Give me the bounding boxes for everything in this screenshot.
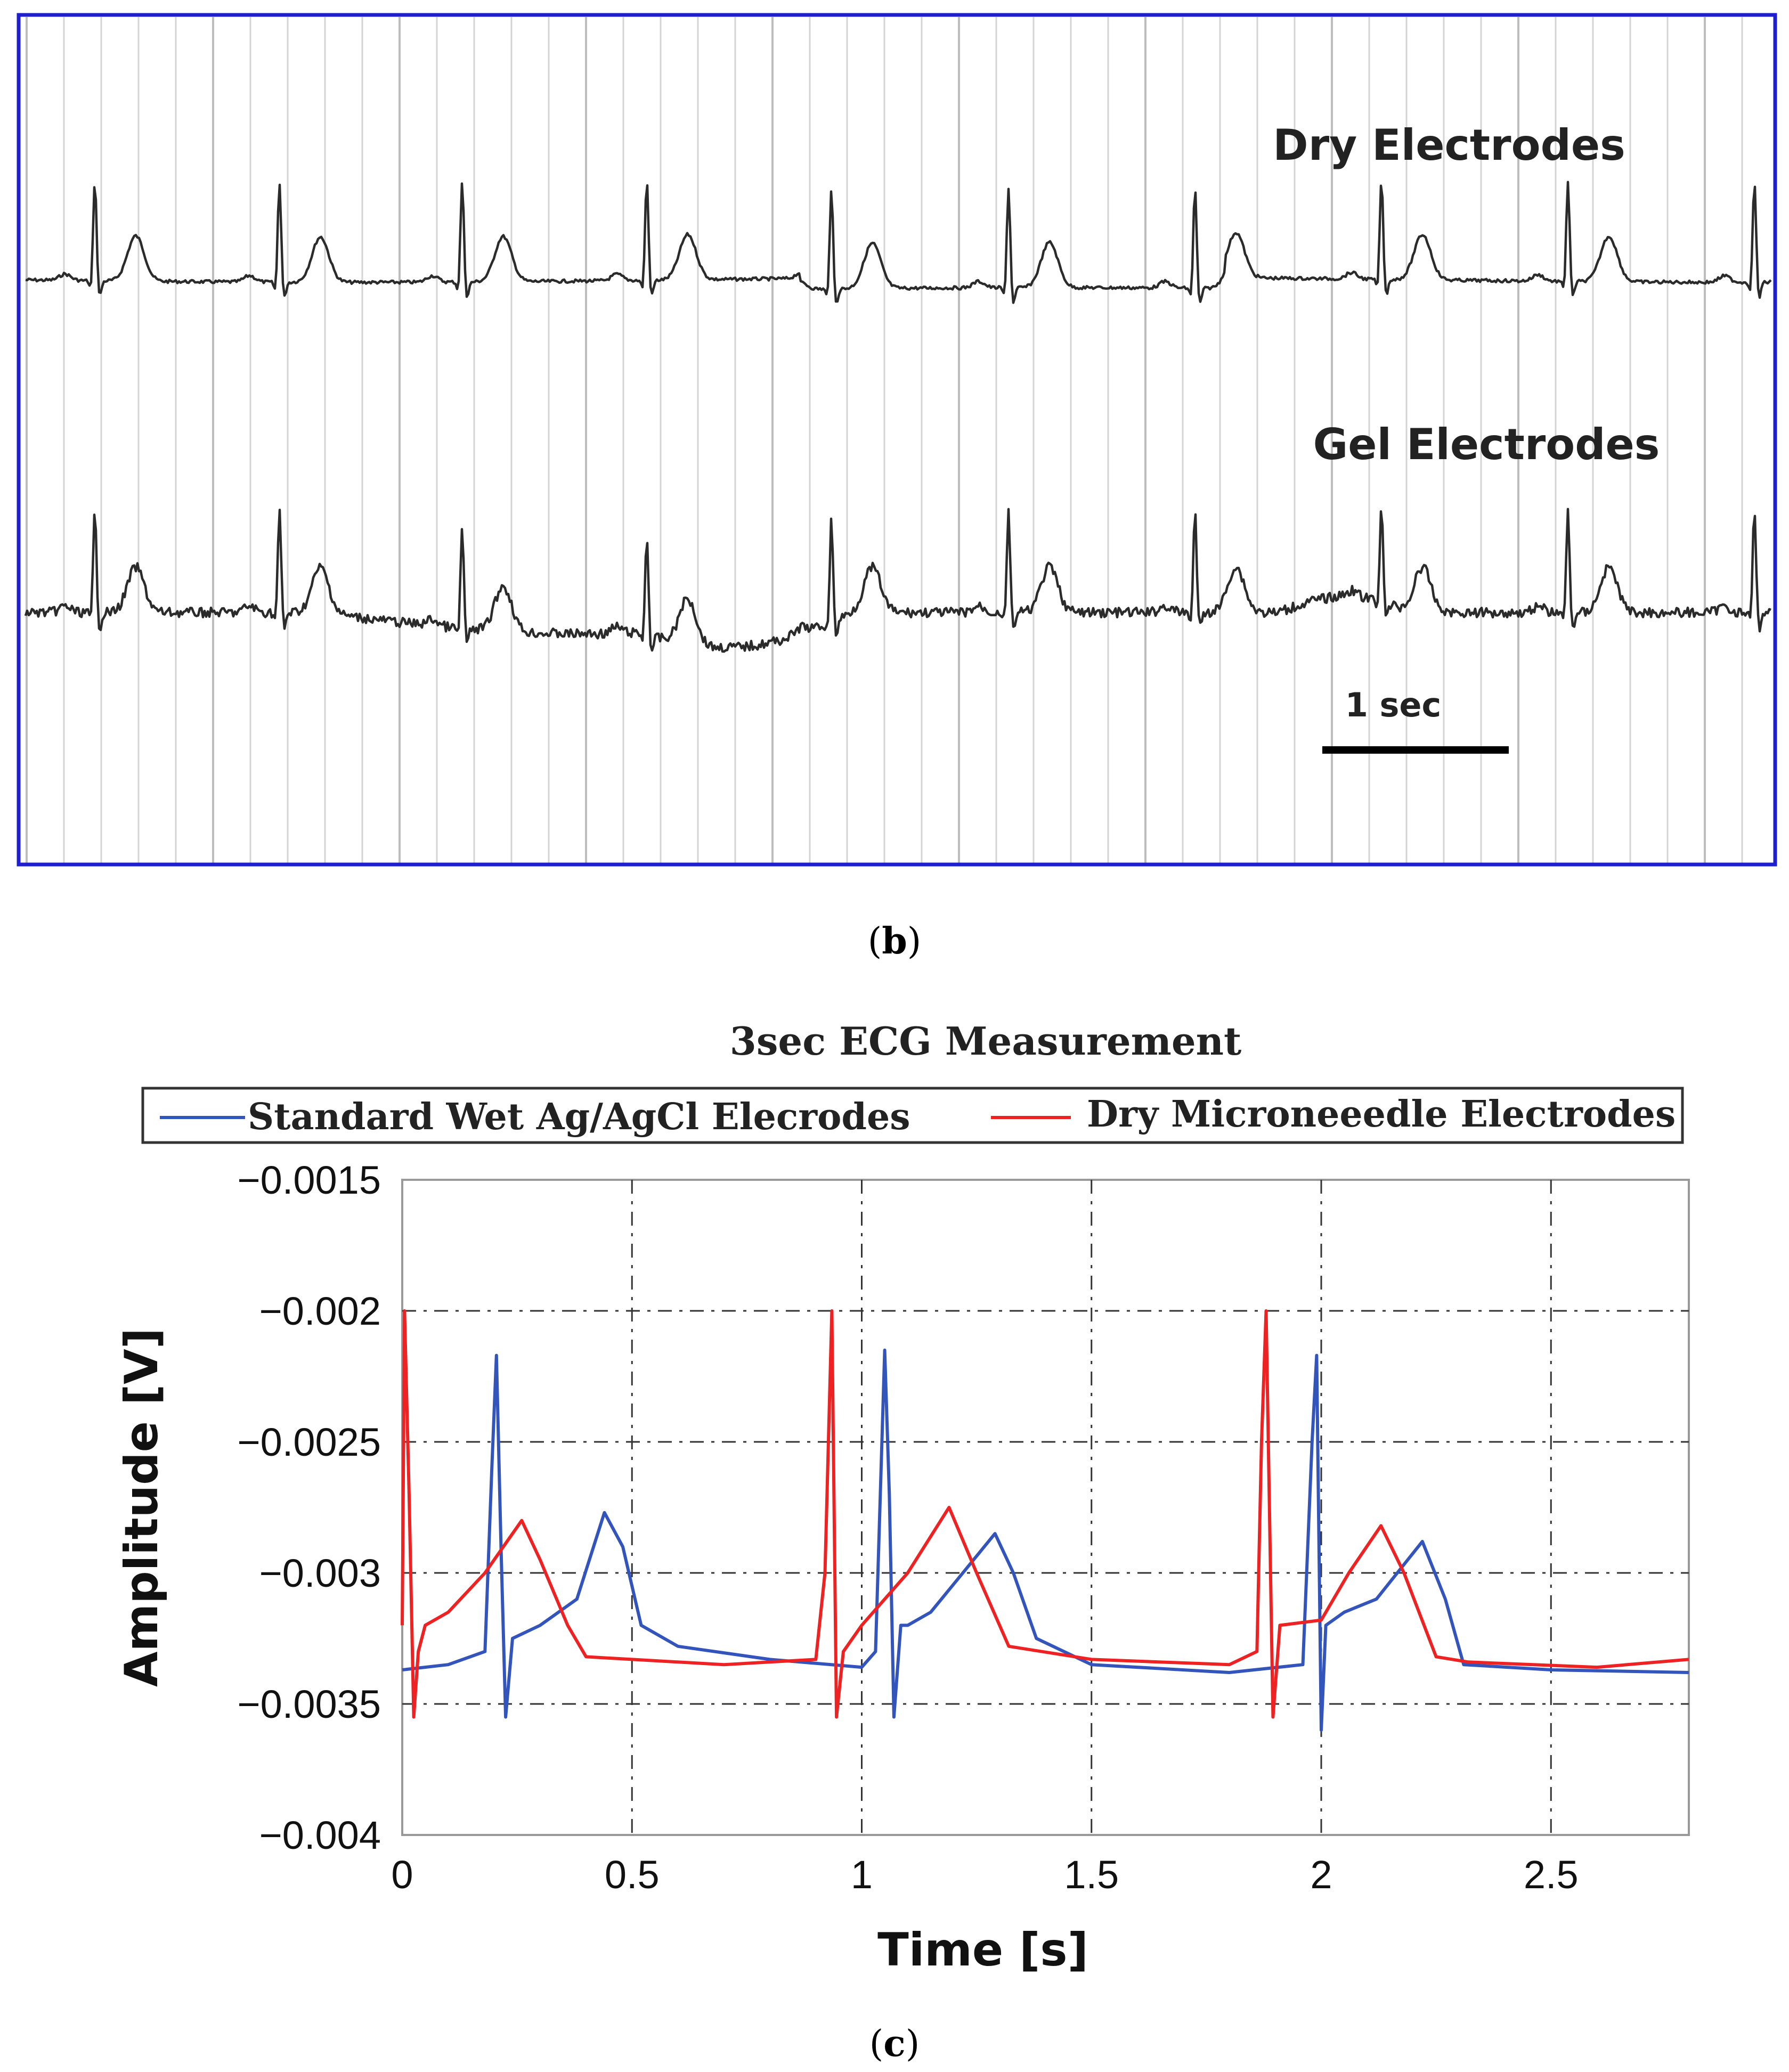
x-tick-label: 2 [1310,1853,1332,1897]
panel-c: 3sec ECG Measurement Standard Wet Ag/AgC… [115,1018,1690,1977]
panel-b-background [0,0,1789,884]
y-axis-ticks: −0.0015 −0.002 −0.0025 −0.003 −0.0035 −0.004 [237,1158,381,1857]
x-axis-ticks: 0 0.5 1 1.5 2 2.5 [391,1853,1578,1897]
dry-electrodes-trace [25,181,1772,304]
y-axis-label: Amplitude [V] [115,1328,168,1687]
panel-b-gridlines [26,17,1743,863]
x-tick-label: 2.5 [1524,1853,1579,1897]
y-tick-label: −0.004 [259,1813,381,1857]
panel-b: Dry Electrodes Gel Electrodes 1 sec [0,0,1789,884]
y-tick-label: −0.002 [259,1289,381,1333]
dry-electrodes-label: Dry Electrodes [1273,120,1625,170]
x-tick-label: 0 [391,1853,413,1897]
scale-bar-label: 1 sec [1345,686,1441,724]
gel-electrodes-label: Gel Electrodes [1313,420,1660,469]
series-line-wet [402,1348,1689,1732]
y-tick-label: −0.003 [259,1551,381,1595]
y-tick-label: −0.0015 [237,1158,381,1202]
x-axis-label: Time [s] [877,1923,1088,1977]
legend: Standard Wet Ag/AgCl Elecrodes Dry Micro… [141,1087,1684,1144]
legend-label-dry: Dry Microneeedle Electrodes [1087,1093,1676,1136]
gel-electrodes-trace [24,508,1771,653]
panel-b-caption: (b) [868,920,922,962]
series-line-dry [401,1309,1689,1719]
panel-c-caption: (c) [869,2022,920,2065]
x-tick-label: 1 [851,1853,873,1897]
x-tick-label: 1.5 [1064,1853,1119,1897]
y-tick-label: −0.0035 [237,1682,381,1726]
gridlines [402,1180,1689,1835]
x-tick-label: 0.5 [605,1853,660,1897]
chart-title: 3sec ECG Measurement [730,1018,1241,1064]
legend-box [141,1087,1684,1144]
plot-area [401,1179,1690,1836]
legend-label-wet: Standard Wet Ag/AgCl Elecrodes [248,1096,910,1138]
panel-b-frame [17,13,1777,867]
y-tick-label: −0.0025 [237,1420,381,1464]
